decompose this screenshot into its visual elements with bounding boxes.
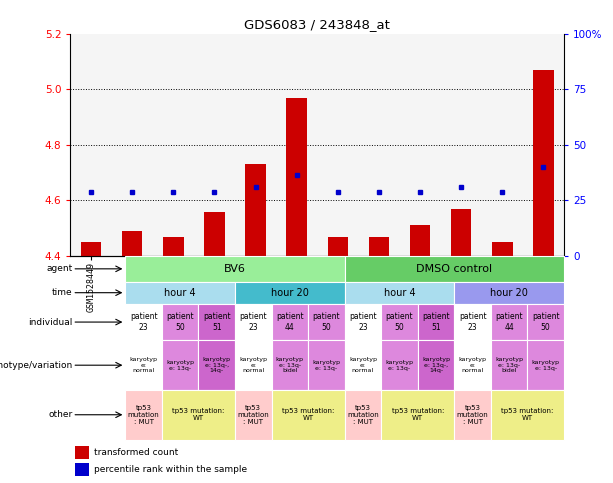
Bar <box>491 341 527 390</box>
Title: GDS6083 / 243848_at: GDS6083 / 243848_at <box>245 18 390 31</box>
Text: karyotyp
e: 13q-
bidel: karyotyp e: 13q- bidel <box>495 357 523 373</box>
Text: karyotyp
e: 13q-,
14q-: karyotyp e: 13q-, 14q- <box>422 357 450 373</box>
Bar <box>162 341 199 390</box>
Text: patient
50: patient 50 <box>532 313 560 332</box>
Bar <box>345 282 454 304</box>
Text: patient
51: patient 51 <box>422 313 450 332</box>
Bar <box>125 341 162 390</box>
Bar <box>454 282 564 304</box>
Text: tp53
mutation
: MUT: tp53 mutation : MUT <box>128 405 159 425</box>
Bar <box>368 237 389 256</box>
Text: patient
23: patient 23 <box>130 313 158 332</box>
Bar <box>122 231 142 256</box>
Text: karyotyp
e: 13q-,
14q-: karyotyp e: 13q-, 14q- <box>203 357 230 373</box>
Text: karyotyp
e:
normal: karyotyp e: normal <box>459 357 487 373</box>
Text: karyotyp
e: 13q-: karyotyp e: 13q- <box>313 360 340 370</box>
Bar <box>125 304 162 341</box>
Text: agent: agent <box>46 264 72 273</box>
Bar <box>286 98 307 256</box>
Text: tp53
mutation
: MUT: tp53 mutation : MUT <box>457 405 489 425</box>
Text: other: other <box>48 410 72 419</box>
Text: karyotyp
e:
normal: karyotyp e: normal <box>129 357 158 373</box>
Bar <box>163 237 183 256</box>
Bar <box>308 304 345 341</box>
Bar <box>345 341 381 390</box>
Bar <box>272 390 345 440</box>
Bar <box>272 304 308 341</box>
Bar <box>75 446 89 459</box>
Bar <box>345 256 564 282</box>
Text: patient
44: patient 44 <box>276 313 303 332</box>
Bar <box>162 304 199 341</box>
Text: transformed count: transformed count <box>94 448 178 457</box>
Bar <box>527 304 564 341</box>
Bar <box>327 237 348 256</box>
Bar <box>308 341 345 390</box>
Bar <box>417 341 454 390</box>
Text: hour 20: hour 20 <box>271 288 309 298</box>
Bar <box>527 341 564 390</box>
Text: karyotyp
e: 13q-: karyotyp e: 13q- <box>166 360 194 370</box>
Text: patient
50: patient 50 <box>166 313 194 332</box>
Bar <box>204 212 225 256</box>
Bar <box>245 164 266 256</box>
Bar <box>491 390 564 440</box>
Bar <box>235 341 272 390</box>
Text: karyotyp
e:
normal: karyotyp e: normal <box>349 357 377 373</box>
Text: tp53 mutation:
WT: tp53 mutation: WT <box>392 408 444 421</box>
Text: patient
23: patient 23 <box>349 313 377 332</box>
Bar <box>381 304 417 341</box>
Bar <box>454 390 491 440</box>
Text: hour 20: hour 20 <box>490 288 528 298</box>
Bar <box>199 304 235 341</box>
Bar <box>454 304 491 341</box>
Bar <box>417 304 454 341</box>
Text: tp53 mutation:
WT: tp53 mutation: WT <box>172 408 224 421</box>
Bar <box>451 209 471 256</box>
Bar <box>381 390 454 440</box>
Bar <box>533 70 554 256</box>
Text: tp53 mutation:
WT: tp53 mutation: WT <box>282 408 334 421</box>
Text: karyotyp
e: 13q-
bidel: karyotyp e: 13q- bidel <box>276 357 304 373</box>
Bar <box>235 390 272 440</box>
Text: patient
51: patient 51 <box>203 313 230 332</box>
Text: hour 4: hour 4 <box>384 288 415 298</box>
Text: karyotyp
e:
normal: karyotyp e: normal <box>239 357 267 373</box>
Bar <box>491 304 527 341</box>
Bar <box>162 390 235 440</box>
Text: genotype/variation: genotype/variation <box>0 361 72 369</box>
Bar <box>75 464 89 476</box>
Text: patient
23: patient 23 <box>240 313 267 332</box>
Text: patient
50: patient 50 <box>313 313 340 332</box>
Bar <box>235 304 272 341</box>
Text: patient
23: patient 23 <box>459 313 486 332</box>
Text: percentile rank within the sample: percentile rank within the sample <box>94 466 247 474</box>
Text: tp53
mutation
: MUT: tp53 mutation : MUT <box>347 405 379 425</box>
Text: karyotyp
e: 13q-: karyotyp e: 13q- <box>386 360 414 370</box>
Bar <box>345 390 381 440</box>
Text: DMSO control: DMSO control <box>416 264 492 274</box>
Text: patient
44: patient 44 <box>495 313 523 332</box>
Bar <box>409 226 430 256</box>
Bar <box>345 304 381 341</box>
Bar <box>125 390 162 440</box>
Text: hour 4: hour 4 <box>164 288 196 298</box>
Bar <box>381 341 417 390</box>
Bar <box>454 341 491 390</box>
Bar <box>125 256 345 282</box>
Text: BV6: BV6 <box>224 264 246 274</box>
Text: karyotyp
e: 13q-: karyotyp e: 13q- <box>531 360 560 370</box>
Text: individual: individual <box>28 317 72 327</box>
Bar <box>235 282 345 304</box>
Text: tp53 mutation:
WT: tp53 mutation: WT <box>501 408 554 421</box>
Text: patient
50: patient 50 <box>386 313 413 332</box>
Bar <box>81 242 101 256</box>
Bar <box>272 341 308 390</box>
Bar <box>199 341 235 390</box>
Text: time: time <box>51 288 72 297</box>
Text: tp53
mutation
: MUT: tp53 mutation : MUT <box>237 405 269 425</box>
Bar <box>125 282 235 304</box>
Bar <box>492 242 512 256</box>
